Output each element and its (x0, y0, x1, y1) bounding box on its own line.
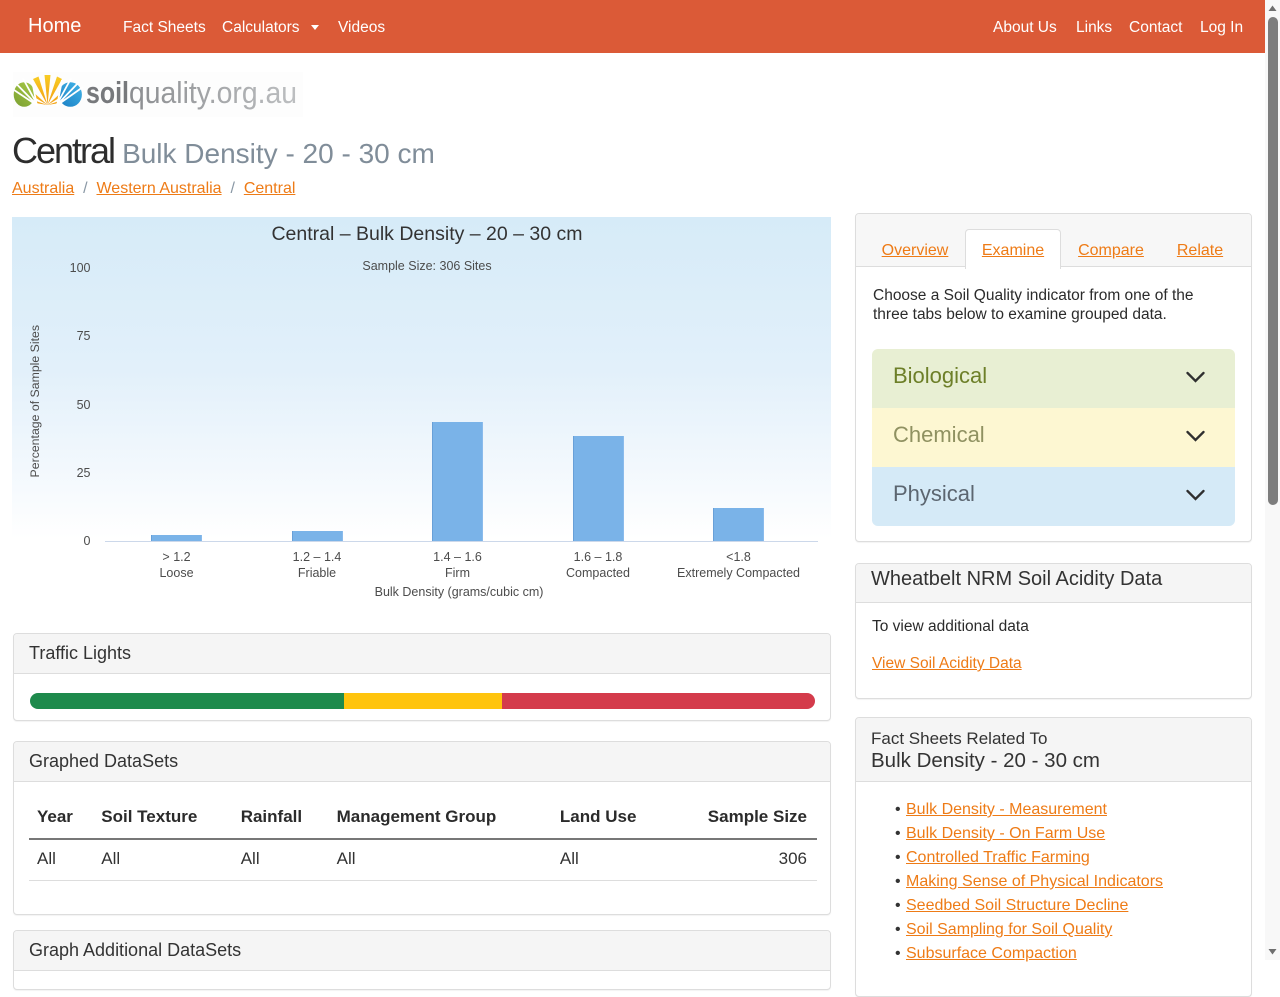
svg-text:quality.org.au: quality.org.au (129, 75, 297, 110)
svg-text:soil: soil (86, 75, 129, 110)
